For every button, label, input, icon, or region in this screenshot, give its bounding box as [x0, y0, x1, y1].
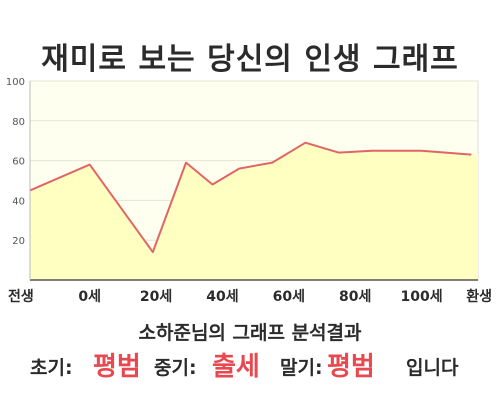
x-tick-label: 20세: [140, 289, 172, 305]
middle-stage-value: 출세: [212, 352, 260, 382]
y-tick-label: 100: [6, 77, 25, 88]
early-stage-label: 초기:: [30, 357, 73, 379]
y-tick-labels: 20 40 60 80 100: [6, 77, 25, 247]
analysis-headline: 소하준님의 그래프 분석결과: [138, 322, 362, 344]
y-tick-label: 60: [12, 157, 25, 168]
x-tick-label: 40세: [206, 289, 238, 305]
early-stage-value: 평범: [93, 352, 141, 382]
x-tick-label: 환생: [466, 288, 492, 305]
analysis-result-line: 초기: 평범 중기: 출세 말기: 평범 입니다: [30, 346, 500, 382]
late-stage-label: 말기:: [280, 357, 323, 379]
x-tick-label: 60세: [273, 289, 305, 305]
area-fill: [30, 142, 478, 280]
series-line: [29, 141, 472, 254]
x-tick-label: 100세: [401, 289, 443, 305]
y-tick-label: 80: [12, 117, 25, 128]
x-tick-label: 0세: [78, 289, 101, 305]
x-tick-label: 전생: [8, 288, 34, 305]
middle-stage-label: 중기:: [154, 357, 197, 379]
x-tick-label: 80세: [339, 289, 371, 305]
x-tick-labels: 전생 0세 20세 40세 60세 80세 100세 환생: [8, 288, 492, 305]
late-stage-value: 평범: [327, 352, 375, 382]
y-tick-label: 40: [12, 196, 25, 207]
y-tick-label: 20: [12, 236, 25, 247]
page-title: 재미로 보는 당신의 인생 그래프: [41, 42, 459, 77]
result-suffix: 입니다: [406, 357, 459, 379]
